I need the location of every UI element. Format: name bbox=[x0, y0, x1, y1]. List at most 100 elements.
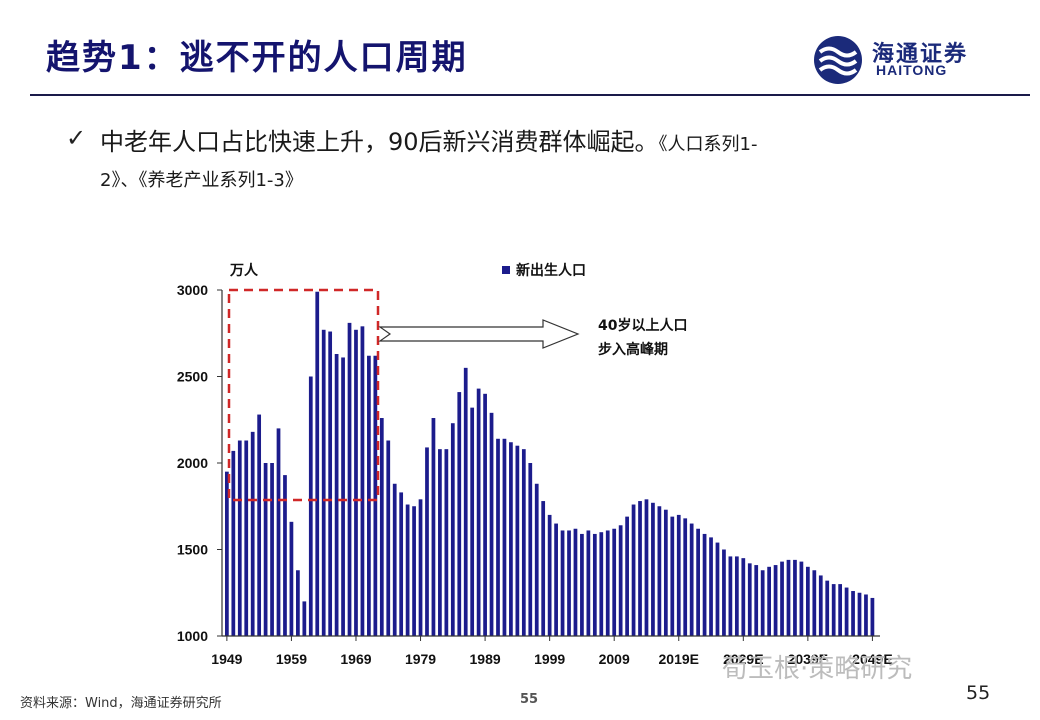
bar-1976 bbox=[399, 492, 404, 636]
annotation-text: 40岁以上人口 步入高峰期 bbox=[598, 317, 692, 358]
bar-2035E bbox=[780, 561, 784, 636]
y-tick-label-3000: 3000 bbox=[177, 282, 208, 298]
bar-1950 bbox=[231, 450, 236, 636]
bar-2046E bbox=[851, 591, 855, 636]
x-tick-label-1959: 1959 bbox=[276, 651, 307, 667]
x-axis-ticks: 1949 1959 1969 1979 1989 1999 2009 2019E 2029E 20… bbox=[211, 636, 893, 667]
bar-2013 bbox=[638, 501, 642, 636]
bar-1958 bbox=[283, 475, 287, 636]
bar-1965 bbox=[328, 331, 333, 636]
x-tick-label-1989: 1989 bbox=[470, 651, 501, 667]
bullet-line-1: 中老年人口占比快速上升，90后新兴消费群体崛起。《人口系列1- bbox=[100, 122, 758, 157]
x-tick-label-2019E: 2019E bbox=[659, 651, 699, 667]
bar-2045E bbox=[844, 587, 849, 636]
y-tick-label-1500: 1500 bbox=[177, 542, 208, 558]
bar-1979 bbox=[418, 499, 423, 636]
bar-1959 bbox=[289, 521, 294, 636]
bar-1967 bbox=[341, 357, 345, 636]
bar-2029E bbox=[741, 558, 746, 636]
logo-text-en: HAITONG bbox=[876, 62, 948, 78]
bar-1994 bbox=[515, 445, 520, 636]
bar-2037E bbox=[793, 559, 797, 636]
bar-2001 bbox=[560, 530, 565, 636]
bar-1972 bbox=[373, 355, 378, 636]
bar-1991 bbox=[496, 438, 500, 636]
bar-1983 bbox=[444, 449, 449, 636]
bar-1982 bbox=[438, 449, 442, 636]
bar-1996 bbox=[528, 463, 533, 636]
bar-1953 bbox=[250, 431, 255, 636]
bar-2012 bbox=[631, 504, 636, 636]
bullet-reference-b: 2》、《养老产业系列1-3》 bbox=[100, 170, 303, 191]
bar-1988 bbox=[476, 388, 481, 636]
bar-2040E bbox=[812, 570, 817, 636]
bar-2003 bbox=[573, 528, 578, 636]
bar-1973 bbox=[379, 418, 384, 636]
x-tick-label-1969: 1969 bbox=[340, 651, 371, 667]
bar-1961 bbox=[302, 601, 307, 636]
bar-2027E bbox=[728, 556, 733, 636]
x-tick-label-2029E: 2029E bbox=[723, 651, 763, 667]
bar-2018 bbox=[670, 516, 675, 636]
bar-2020E bbox=[683, 518, 688, 636]
legend-swatch bbox=[502, 266, 510, 274]
bar-2030E bbox=[747, 563, 752, 636]
haitong-logo: 海通证券 HAITONG bbox=[812, 34, 1012, 84]
bar-2002 bbox=[567, 530, 571, 636]
bar-1962 bbox=[308, 376, 313, 636]
bar-1966 bbox=[334, 354, 339, 636]
page-number: 55 bbox=[966, 682, 991, 704]
bar-1975 bbox=[392, 483, 397, 636]
bar-2007 bbox=[599, 532, 604, 636]
bar-1963 bbox=[315, 291, 320, 636]
x-tick-label-1999: 1999 bbox=[534, 651, 565, 667]
logo-text-cn: 海通证券 bbox=[872, 41, 969, 67]
x-tick-label-2049E: 2049E bbox=[852, 651, 892, 667]
x-tick-label-2039E: 2039E bbox=[788, 651, 828, 667]
bar-2043E bbox=[831, 584, 836, 636]
bar-2032E bbox=[760, 570, 765, 636]
bar-1977 bbox=[405, 504, 410, 636]
bar-1956 bbox=[270, 463, 274, 636]
bar-2036E bbox=[786, 559, 791, 636]
x-tick-label-2009: 2009 bbox=[599, 651, 630, 667]
bar-1980 bbox=[425, 447, 429, 636]
page-number-center: 55 bbox=[520, 692, 539, 707]
bar-2024E bbox=[709, 537, 713, 636]
bar-2015 bbox=[651, 502, 655, 636]
bullet-text: 中老年人口占比快速上升，90后新兴消费群体崛起。 bbox=[100, 128, 659, 156]
bar-1992 bbox=[502, 438, 507, 636]
watermark: 荀玉根·策略研究 bbox=[722, 654, 913, 684]
bar-2022E bbox=[696, 528, 700, 636]
y-tick-label-2000: 2000 bbox=[177, 455, 208, 471]
bar-2016 bbox=[657, 506, 662, 636]
bar-2034E bbox=[773, 565, 778, 636]
bar-2039E bbox=[805, 566, 810, 636]
bar-2014 bbox=[644, 499, 649, 636]
slide-title: 趋势1：逃不开的人口周期 bbox=[46, 38, 468, 78]
bar-1960 bbox=[296, 570, 300, 636]
bar-1964 bbox=[321, 329, 326, 636]
bar-1957 bbox=[276, 428, 281, 636]
annotation-arrow bbox=[378, 319, 580, 349]
bar-1978 bbox=[412, 506, 416, 636]
bar-1970 bbox=[360, 326, 365, 636]
bar-1987 bbox=[470, 407, 475, 636]
bar-2021E bbox=[689, 523, 694, 636]
bar-1999 bbox=[547, 514, 552, 636]
y-tick-label-1000: 1000 bbox=[177, 628, 208, 644]
source-note: 资料来源：Wind，海通证券研究所 bbox=[20, 696, 222, 711]
bars-group bbox=[225, 291, 875, 636]
y-axis-unit-label: 万人 bbox=[229, 262, 259, 279]
bar-1981 bbox=[431, 418, 436, 636]
title-rule bbox=[30, 94, 1030, 96]
bar-1969 bbox=[354, 329, 358, 636]
bar-2049E bbox=[870, 597, 875, 636]
bar-2005 bbox=[586, 530, 591, 636]
bar-1998 bbox=[541, 501, 546, 636]
bar-2033E bbox=[767, 566, 771, 636]
bar-1995 bbox=[521, 449, 526, 636]
bar-2009 bbox=[612, 528, 617, 636]
y-tick-label-2500: 2500 bbox=[177, 369, 208, 385]
